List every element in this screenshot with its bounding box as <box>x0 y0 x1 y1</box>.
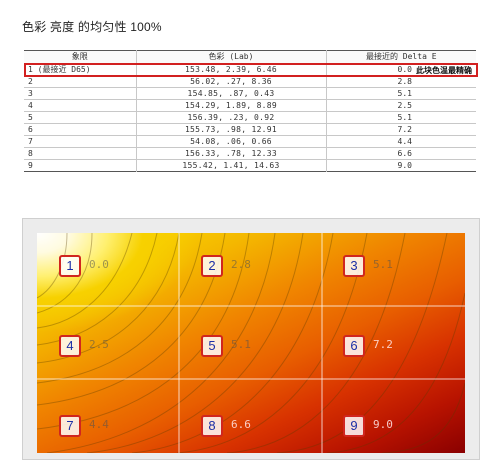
table-row: 4 154.29, 1.89, 8.89 2.5 <box>24 99 476 112</box>
zone-2: 2 2.8 <box>201 255 331 277</box>
uniformity-table: 象限 色彩 (Lab) 最接近的 Delta E 1 (最接近 D65) 153… <box>24 50 476 172</box>
cell-delta-e: 0.0 <box>397 65 412 74</box>
zone-delta-e: 0.0 <box>89 258 109 271</box>
zone-delta-e: 2.5 <box>89 338 109 351</box>
cell-delta-e: 7.2 <box>397 125 412 134</box>
cell-delta-e: 2.5 <box>397 101 412 110</box>
zone-9: 9 9.0 <box>343 415 465 437</box>
zone-number: 7 <box>59 415 81 437</box>
zone-number: 6 <box>343 335 365 357</box>
table-row: 6 155.73, .98, 12.91 7.2 <box>24 123 476 136</box>
uniformity-heatmap: 1 0.0 2 2.8 3 5.1 4 2.5 5 5.1 6 7.2 7 4.… <box>37 233 465 453</box>
cell-zone: 8 <box>24 147 137 160</box>
table-row: 1 (最接近 D65) 153.48, 2.39, 6.46 0.0 <box>24 63 476 76</box>
header-zone: 象限 <box>24 50 137 64</box>
cell-delta-e: 5.1 <box>397 113 412 122</box>
table-header-row: 象限 色彩 (Lab) 最接近的 Delta E <box>24 50 476 64</box>
cell-delta-e: 6.6 <box>397 149 412 158</box>
cell-delta-e: 2.8 <box>397 77 412 86</box>
table-row: 5 156.39, .23, 0.92 5.1 <box>24 111 476 124</box>
cell-lab: 155.73, .98, 12.91 <box>136 123 327 136</box>
zone-number: 2 <box>201 255 223 277</box>
cell-zone: 5 <box>24 111 137 124</box>
cell-zone: 9 <box>24 159 137 172</box>
cell-delta-e: 5.1 <box>397 89 412 98</box>
table-row: 2 56.02, .27, 8.36 2.8 <box>24 75 476 88</box>
zone-number: 8 <box>201 415 223 437</box>
uniformity-map-frame: 1 0.0 2 2.8 3 5.1 4 2.5 5 5.1 6 7.2 7 4.… <box>22 218 480 460</box>
cell-zone: 4 <box>24 99 137 112</box>
zone-delta-e: 9.0 <box>373 418 393 431</box>
zone-1: 1 0.0 <box>59 255 189 277</box>
zone-3: 3 5.1 <box>343 255 465 277</box>
zone-number: 3 <box>343 255 365 277</box>
cell-lab: 156.39, .23, 0.92 <box>136 111 327 124</box>
zone-6: 6 7.2 <box>343 335 465 357</box>
zone-delta-e: 6.6 <box>231 418 251 431</box>
zone-delta-e: 5.1 <box>231 338 251 351</box>
zone-7: 7 4.4 <box>59 415 189 437</box>
cell-delta-e: 9.0 <box>397 161 412 170</box>
zone-delta-e: 4.4 <box>89 418 109 431</box>
zone-number: 9 <box>343 415 365 437</box>
highlight-note: 此块色温最精确 <box>416 66 472 75</box>
table-row: 7 54.08, .06, 0.66 4.4 <box>24 135 476 148</box>
cell-lab: 154.85, .87, 0.43 <box>136 87 327 100</box>
uniformity-table-container: 象限 色彩 (Lab) 最接近的 Delta E 1 (最接近 D65) 153… <box>24 50 478 172</box>
zone-delta-e: 2.8 <box>231 258 251 271</box>
zone-number: 1 <box>59 255 81 277</box>
zone-delta-e: 7.2 <box>373 338 393 351</box>
cell-zone: 7 <box>24 135 137 148</box>
zone-number: 5 <box>201 335 223 357</box>
cell-lab: 156.33, .78, 12.33 <box>136 147 327 160</box>
cell-lab: 155.42, 1.41, 14.63 <box>136 159 327 172</box>
cell-lab: 153.48, 2.39, 6.46 <box>136 63 327 76</box>
cell-lab: 154.29, 1.89, 8.89 <box>136 99 327 112</box>
cell-zone: 3 <box>24 87 137 100</box>
cell-zone: 6 <box>24 123 137 136</box>
header-delta-e: 最接近的 Delta E <box>326 50 476 64</box>
zone-delta-e: 5.1 <box>373 258 393 271</box>
zone-5: 5 5.1 <box>201 335 331 357</box>
zone-8: 8 6.6 <box>201 415 331 437</box>
cell-lab: 54.08, .06, 0.66 <box>136 135 327 148</box>
cell-zone: 1 (最接近 D65) <box>24 63 137 76</box>
table-row: 9 155.42, 1.41, 14.63 9.0 <box>24 159 476 172</box>
zone-4: 4 2.5 <box>59 335 189 357</box>
cell-lab: 56.02, .27, 8.36 <box>136 75 327 88</box>
cell-delta-e: 4.4 <box>397 137 412 146</box>
cell-zone: 2 <box>24 75 137 88</box>
zone-number: 4 <box>59 335 81 357</box>
page-title: 色彩 亮度 的均匀性 100% <box>22 20 162 34</box>
header-lab: 色彩 (Lab) <box>136 50 327 64</box>
table-row: 3 154.85, .87, 0.43 5.1 <box>24 87 476 100</box>
table-row: 8 156.33, .78, 12.33 6.6 <box>24 147 476 160</box>
